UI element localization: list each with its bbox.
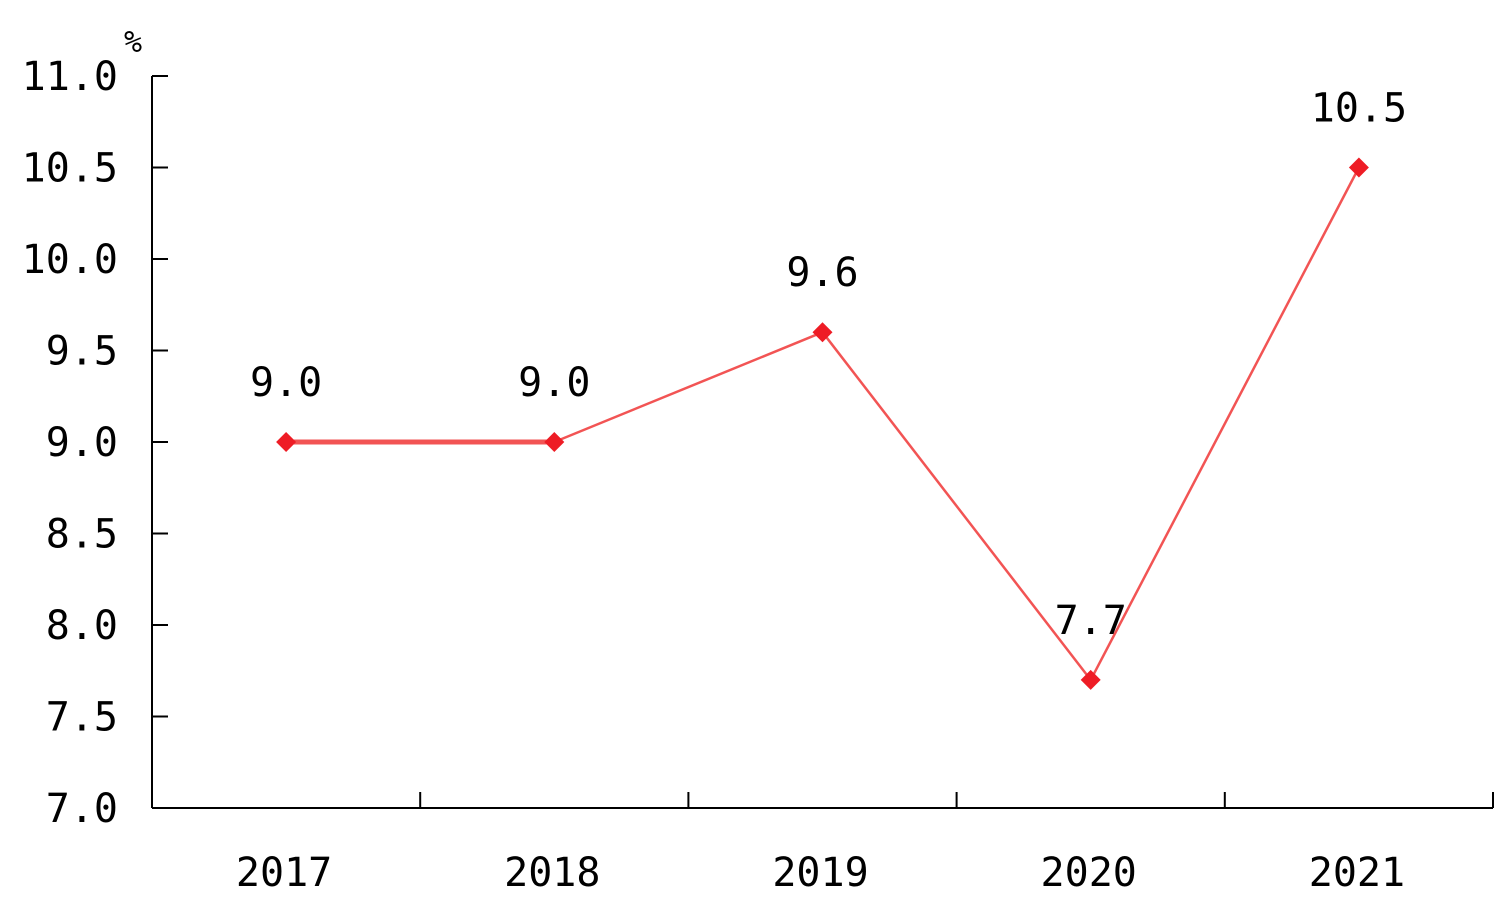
y-tick-label: 7.0	[46, 786, 118, 832]
series-line-segment	[1089, 166, 1361, 681]
data-point-marker	[276, 432, 297, 452]
series-layer	[276, 157, 1369, 690]
x-tick-label: 2018	[504, 850, 600, 896]
data-point-marker	[544, 432, 565, 452]
y-axis-ticks: 7.0 7.5 8.0 8.5 9.0 9.5 10.0 10.5 11.0	[22, 54, 168, 832]
y-unit-label: %	[124, 25, 142, 60]
data-label: 9.0	[250, 360, 322, 406]
y-tick-label: 8.0	[46, 603, 118, 649]
x-axis-ticks: 2017 2018 2019 2020 2021	[236, 792, 1494, 896]
y-tick-label: 10.0	[22, 237, 118, 283]
x-tick-label: 2021	[1309, 850, 1405, 896]
data-labels: 9.0 9.0 9.6 7.7 10.5	[250, 86, 1407, 644]
y-tick-label: 9.0	[46, 420, 118, 466]
y-tick-label: 9.5	[46, 329, 118, 375]
series-line-segment	[553, 331, 823, 444]
data-label: 9.0	[518, 360, 590, 406]
x-tick-label: 2020	[1041, 850, 1137, 896]
y-tick-label: 8.5	[46, 512, 118, 558]
x-tick-label: 2017	[236, 850, 332, 896]
data-label: 9.6	[786, 250, 858, 296]
data-label: 10.5	[1311, 86, 1407, 132]
data-point-marker	[812, 322, 833, 343]
x-tick-label: 2019	[772, 850, 868, 896]
y-tick-label: 7.5	[46, 695, 118, 741]
y-tick-label: 11.0	[22, 54, 118, 100]
data-label: 7.7	[1055, 598, 1127, 644]
y-tick-label: 10.5	[22, 146, 118, 192]
data-point-marker	[1348, 157, 1369, 178]
data-point-marker	[1080, 669, 1101, 690]
series-line-segment	[821, 331, 1092, 681]
